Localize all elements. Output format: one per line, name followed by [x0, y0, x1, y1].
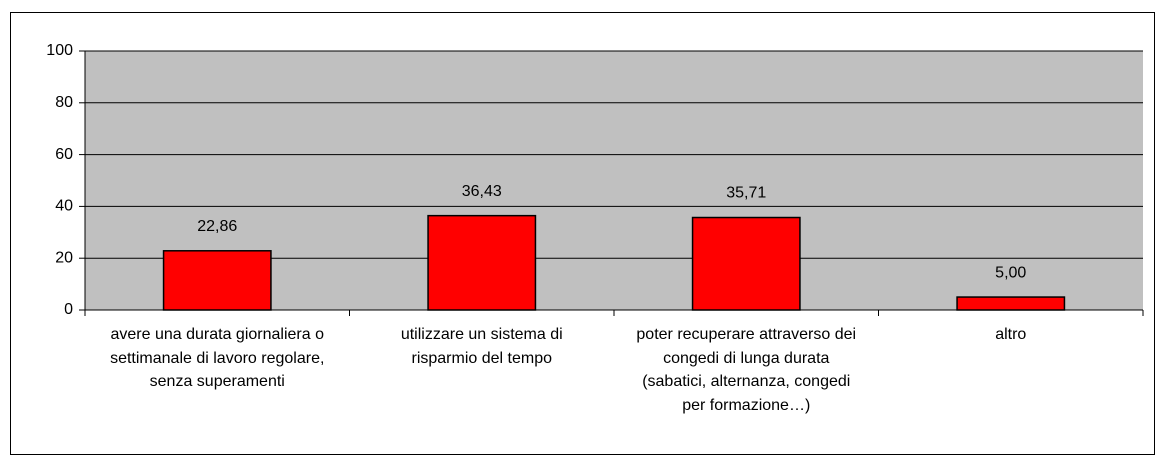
value-label: 22,86	[197, 218, 237, 235]
value-label: 35,71	[726, 185, 766, 202]
x-tick-label: altro	[995, 326, 1027, 343]
bar	[691, 216, 801, 311]
bar	[956, 296, 1066, 311]
x-tick-label: avere una durata giornaliera o settimana…	[110, 326, 325, 390]
x-tick-label: utilizzare un sistema di risparmio del t…	[400, 326, 563, 367]
x-tick-label: poter recuperare attraverso dei congedi …	[636, 326, 857, 414]
bar	[162, 250, 272, 311]
y-tick-label: 80	[55, 94, 73, 111]
value-label: 5,00	[995, 264, 1026, 281]
y-tick-label: 20	[55, 249, 73, 266]
y-tick-label: 0	[64, 301, 73, 318]
value-label: 36,43	[462, 183, 502, 200]
y-tick-label: 60	[55, 146, 73, 163]
y-tick-label: 40	[55, 198, 73, 215]
bar	[427, 214, 537, 311]
y-tick-label: 100	[46, 42, 73, 59]
